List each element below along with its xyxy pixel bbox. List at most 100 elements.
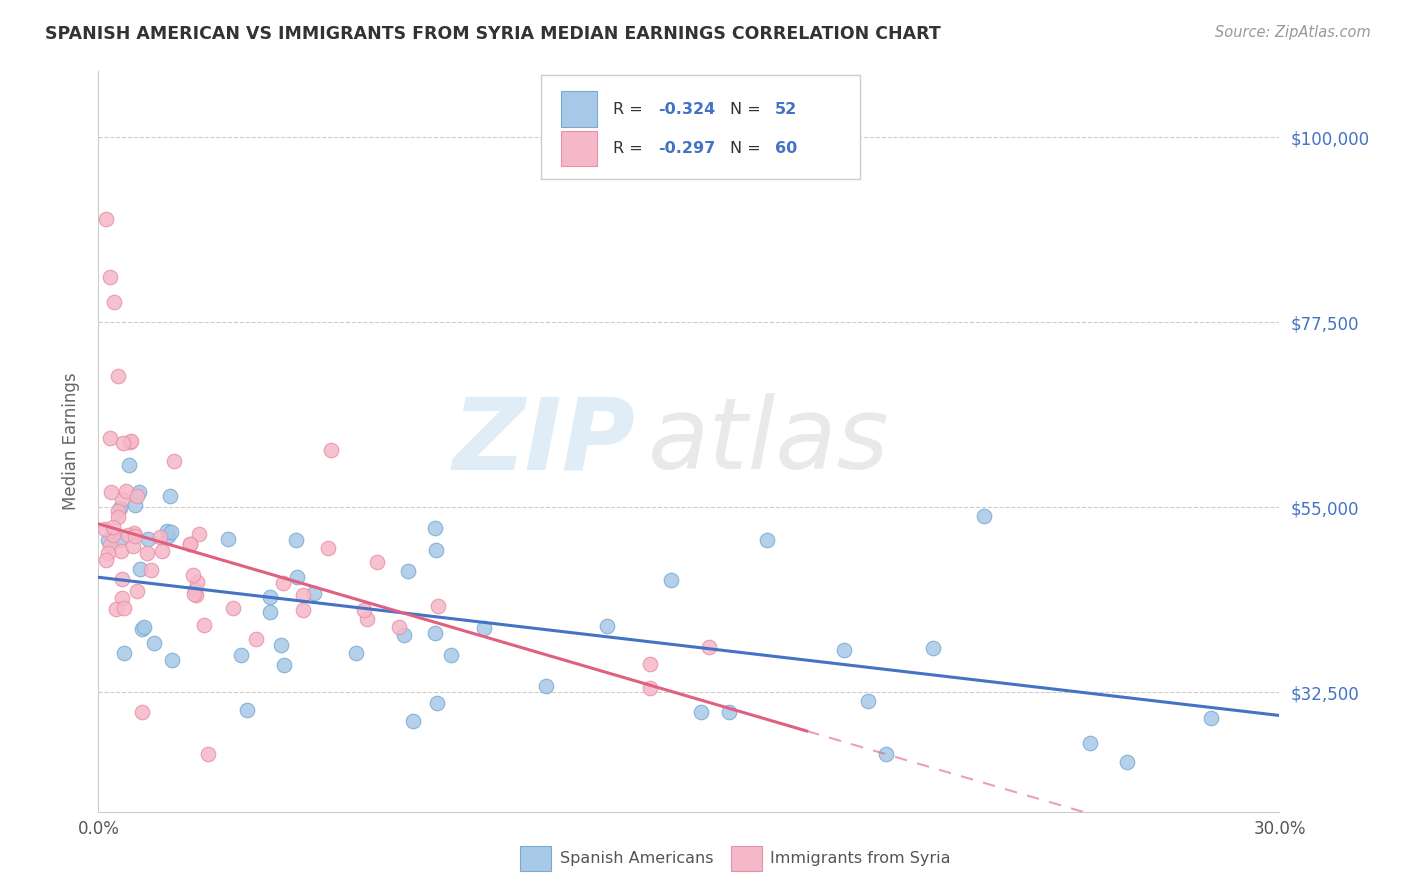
Point	[124, 529, 146, 543]
Point	[184, 582, 207, 597]
Point	[111, 591, 134, 605]
Point	[103, 294, 125, 309]
Text: Source: ZipAtlas.com: Source: ZipAtlas.com	[1215, 25, 1371, 40]
Point	[98, 431, 121, 445]
Point	[271, 575, 294, 590]
Point	[188, 526, 211, 541]
Point	[197, 747, 219, 761]
Point	[697, 640, 720, 655]
Point	[922, 641, 945, 656]
Point	[107, 504, 129, 518]
Text: SPANISH AMERICAN VS IMMIGRANTS FROM SYRIA MEDIAN EARNINGS CORRELATION CHART: SPANISH AMERICAN VS IMMIGRANTS FROM SYRI…	[45, 25, 941, 43]
Point	[426, 696, 449, 710]
Point	[717, 705, 740, 719]
Text: ZIP: ZIP	[453, 393, 636, 490]
Point	[183, 587, 205, 601]
Point	[292, 588, 315, 602]
Point	[638, 681, 661, 695]
Point	[534, 679, 557, 693]
FancyBboxPatch shape	[541, 75, 860, 178]
Point	[179, 537, 201, 551]
Point	[832, 642, 855, 657]
Point	[98, 537, 121, 551]
Point	[1078, 736, 1101, 750]
Point	[97, 546, 120, 560]
Point	[353, 603, 375, 617]
Point	[440, 648, 463, 662]
Point	[973, 508, 995, 523]
Point	[690, 705, 713, 719]
Point	[321, 443, 343, 458]
Point	[118, 458, 141, 472]
Point	[135, 546, 157, 560]
Point	[270, 638, 292, 652]
Point	[273, 657, 295, 672]
Point	[100, 484, 122, 499]
Point	[124, 525, 146, 540]
Text: N =: N =	[730, 141, 766, 156]
Point	[235, 703, 257, 717]
Point	[186, 588, 208, 602]
Point	[112, 601, 135, 615]
Point	[160, 524, 183, 539]
Point	[101, 527, 124, 541]
Point	[107, 510, 129, 524]
Point	[120, 434, 142, 448]
Text: -0.297: -0.297	[658, 141, 716, 156]
Point	[163, 453, 186, 467]
Point	[157, 529, 180, 543]
Point	[117, 528, 139, 542]
Point	[291, 603, 314, 617]
Point	[94, 553, 117, 567]
Point	[425, 542, 447, 557]
Point	[596, 619, 619, 633]
Point	[181, 568, 204, 582]
Point	[112, 646, 135, 660]
Text: Spanish Americans: Spanish Americans	[560, 851, 713, 865]
Point	[111, 492, 134, 507]
Point	[875, 747, 897, 761]
Point	[149, 530, 172, 544]
Point	[756, 533, 779, 547]
Point	[402, 714, 425, 729]
Text: Immigrants from Syria: Immigrants from Syria	[770, 851, 950, 865]
Point	[111, 572, 134, 586]
Point	[302, 586, 325, 600]
Point	[344, 646, 367, 660]
Point	[136, 532, 159, 546]
Point	[143, 636, 166, 650]
Point	[118, 434, 141, 449]
Point	[392, 628, 415, 642]
Point	[122, 540, 145, 554]
Point	[388, 620, 411, 634]
Point	[356, 612, 378, 626]
Text: -0.324: -0.324	[658, 102, 716, 117]
Point	[231, 648, 253, 662]
Point	[132, 620, 155, 634]
Point	[366, 555, 388, 569]
Point	[259, 590, 281, 604]
Point	[472, 621, 495, 635]
Point	[96, 212, 118, 227]
Point	[94, 522, 117, 536]
Point	[1199, 711, 1222, 725]
Point	[105, 602, 128, 616]
Point	[111, 435, 134, 450]
Point	[425, 521, 447, 535]
Point	[259, 605, 281, 619]
Text: 60: 60	[775, 141, 797, 156]
Point	[124, 498, 146, 512]
Point	[131, 622, 153, 636]
Point	[179, 537, 201, 551]
Point	[156, 524, 179, 539]
Point	[193, 618, 215, 632]
Point	[856, 694, 879, 708]
Point	[659, 573, 682, 587]
Point	[108, 500, 131, 515]
Point	[396, 564, 419, 578]
Point	[129, 562, 152, 576]
Point	[217, 533, 239, 547]
Point	[131, 705, 153, 719]
Point	[98, 270, 121, 285]
Y-axis label: Median Earnings: Median Earnings	[62, 373, 80, 510]
